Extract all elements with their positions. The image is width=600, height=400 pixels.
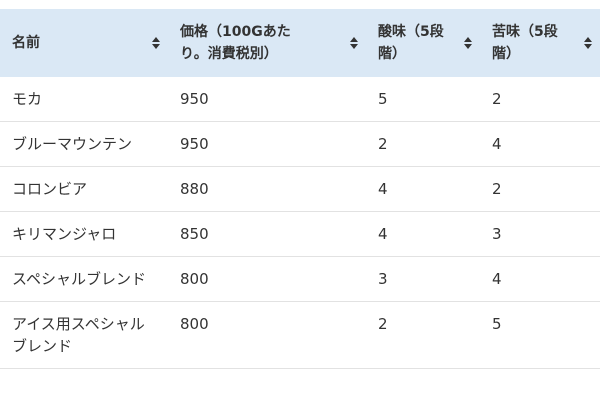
table-row: アイス用スペシャルブレンド 800 2 5 <box>0 301 600 369</box>
table-cell: 4 <box>366 166 480 212</box>
cell-text: 4 <box>378 225 388 243</box>
sort-icon[interactable] <box>152 36 160 50</box>
table-cell: 880 <box>168 166 366 212</box>
cell-text: 2 <box>492 90 502 108</box>
table-cell: 5 <box>366 77 480 122</box>
table-cell: 2 <box>480 166 600 212</box>
cell-text: コロンビア <box>12 180 88 198</box>
table-cell: スペシャルブレンド <box>0 256 168 302</box>
cell-text: 800 <box>180 315 209 333</box>
table-cell: 3 <box>480 211 600 257</box>
table-cell: 3 <box>366 256 480 302</box>
table-cell: 5 <box>480 301 600 369</box>
sort-arrow <box>584 37 592 42</box>
table-row: スペシャルブレンド 800 3 4 <box>0 256 600 302</box>
cell-text: 4 <box>492 135 502 153</box>
column-header[interactable]: 酸味（5段階） <box>366 9 480 77</box>
table-cell: 4 <box>366 211 480 257</box>
cell-text: モカ <box>12 90 43 108</box>
cell-text: 5 <box>378 90 388 108</box>
cell-text: ブルーマウンテン <box>12 135 133 153</box>
cell-text: 2 <box>378 315 388 333</box>
sort-arrow <box>152 37 160 42</box>
table-cell: アイス用スペシャルブレンド <box>0 301 168 369</box>
cell-text: 4 <box>492 270 502 288</box>
header-text: 価格（100Gあたり。消費税別） <box>180 24 291 62</box>
cell-text: 5 <box>492 315 502 333</box>
table-body: モカ 950 5 2 ブルーマウンテン 950 2 4 コロンビア 880 4 2 キリマンジャロ 850… <box>0 77 600 369</box>
sort-arrow <box>464 44 472 49</box>
table-row: モカ 950 5 2 <box>0 77 600 122</box>
sort-icon[interactable] <box>584 36 592 50</box>
sort-icon[interactable] <box>464 36 472 50</box>
table-cell: 2 <box>366 121 480 167</box>
cell-text: 2 <box>378 135 388 153</box>
sort-icon[interactable] <box>350 36 358 50</box>
cell-text: 950 <box>180 90 209 108</box>
table-row: キリマンジャロ 850 4 3 <box>0 211 600 257</box>
table-cell: コロンビア <box>0 166 168 212</box>
table-row: ブルーマウンテン 950 2 4 <box>0 121 600 167</box>
cell-text: 4 <box>378 180 388 198</box>
cell-text: スペシャルブレンド <box>12 270 146 288</box>
cell-text: 800 <box>180 270 209 288</box>
table-cell: 4 <box>480 256 600 302</box>
table-cell: 4 <box>480 121 600 167</box>
table-cell: 850 <box>168 211 366 257</box>
table-cell: 2 <box>480 77 600 122</box>
table-row: コロンビア 880 4 2 <box>0 166 600 212</box>
cell-text: 850 <box>180 225 209 243</box>
sort-arrow <box>350 37 358 42</box>
sort-arrow <box>584 44 592 49</box>
sort-arrow <box>464 37 472 42</box>
sort-arrow <box>152 44 160 49</box>
header-text: 苦味（5段階） <box>492 24 558 62</box>
table-cell: ブルーマウンテン <box>0 121 168 167</box>
header-row: 名前 価格（100Gあたり。消費税別） 酸味（5段階） 苦味（5段階） <box>0 9 600 77</box>
column-header[interactable]: 苦味（5段階） <box>480 9 600 77</box>
sort-arrow <box>350 44 358 49</box>
header-text: 名前 <box>12 35 40 51</box>
cell-text: 880 <box>180 180 209 198</box>
cell-text: 3 <box>378 270 388 288</box>
cell-text: アイス用スペシャルブレンド <box>12 315 145 355</box>
cell-text: 3 <box>492 225 502 243</box>
cell-text: 950 <box>180 135 209 153</box>
table-cell: 2 <box>366 301 480 369</box>
table-cell: モカ <box>0 77 168 122</box>
coffee-table: 名前 価格（100Gあたり。消費税別） 酸味（5段階） 苦味（5段階） モカ 950 5 2… <box>0 9 600 369</box>
cell-text: キリマンジャロ <box>12 225 117 243</box>
table-cell: キリマンジャロ <box>0 211 168 257</box>
table-cell: 800 <box>168 256 366 302</box>
column-header[interactable]: 価格（100Gあたり。消費税別） <box>168 9 366 77</box>
table-cell: 950 <box>168 77 366 122</box>
column-header[interactable]: 名前 <box>0 9 168 77</box>
cell-text: 2 <box>492 180 502 198</box>
table-cell: 950 <box>168 121 366 167</box>
table-cell: 800 <box>168 301 366 369</box>
header-text: 酸味（5段階） <box>378 24 444 62</box>
